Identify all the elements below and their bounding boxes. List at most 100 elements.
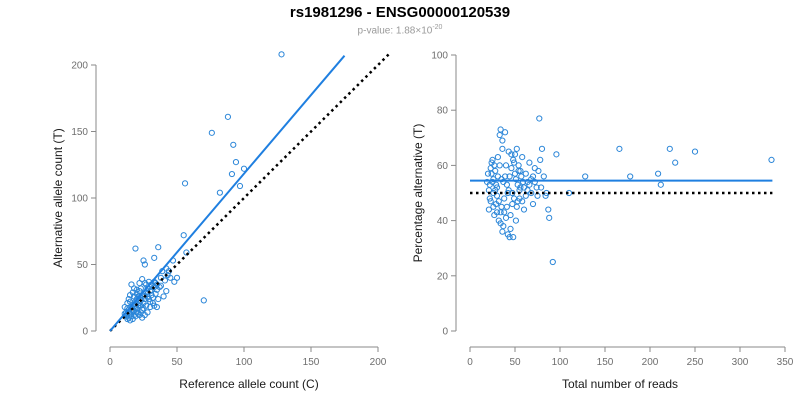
data-point xyxy=(672,159,679,166)
data-point xyxy=(768,156,775,163)
data-point xyxy=(484,178,491,186)
data-point xyxy=(538,145,546,152)
y-tick-label: 100 xyxy=(71,194,88,205)
x-tick-label: 50 xyxy=(509,357,521,368)
y-axis-title: Alternative allele count (T) xyxy=(51,128,65,267)
data-point xyxy=(501,195,508,202)
data-point xyxy=(520,206,528,213)
data-point xyxy=(128,281,135,288)
data-point xyxy=(161,277,169,284)
data-point xyxy=(486,195,493,202)
data-point xyxy=(487,198,494,205)
x-tick-label: 200 xyxy=(370,357,387,368)
data-point xyxy=(167,274,174,281)
data-point xyxy=(497,126,504,133)
data-point xyxy=(487,165,494,172)
data-point xyxy=(180,232,187,239)
y-tick-label: 80 xyxy=(437,106,449,117)
x-axis-title: Reference allele count (C) xyxy=(179,377,318,391)
data-point xyxy=(490,176,497,183)
data-point xyxy=(133,286,140,293)
chart-title: rs1981296 - ENSG00000120539 xyxy=(289,4,511,21)
data-point xyxy=(139,314,146,321)
y-tick-label: 200 xyxy=(71,61,88,72)
data-point xyxy=(537,156,544,163)
reference-line xyxy=(109,53,390,332)
data-point xyxy=(531,165,538,172)
y-tick-label: 100 xyxy=(431,51,448,62)
data-point xyxy=(496,162,503,169)
data-point xyxy=(132,245,139,252)
y-tick-label: 0 xyxy=(442,327,448,338)
data-point xyxy=(496,131,503,139)
y-tick-label: 20 xyxy=(437,271,449,282)
data-point xyxy=(502,173,509,180)
data-point xyxy=(181,180,189,187)
data-point xyxy=(691,148,699,155)
data-point xyxy=(510,156,517,163)
data-point xyxy=(526,159,533,166)
data-point xyxy=(513,145,520,152)
p-value-exponent: -20 xyxy=(432,24,443,31)
data-point xyxy=(121,303,128,311)
data-point xyxy=(236,182,244,190)
data-point xyxy=(493,181,500,188)
data-point xyxy=(535,167,542,175)
data-point xyxy=(502,162,510,169)
data-point xyxy=(153,281,160,288)
data-point xyxy=(504,189,511,197)
data-point xyxy=(230,141,237,148)
x-tick-label: 350 xyxy=(777,357,794,368)
data-point xyxy=(582,173,589,180)
data-point xyxy=(141,261,148,268)
y-tick-label: 40 xyxy=(437,216,449,227)
right-panel: 0 50 100 150 200 250 300 350 0 20 40 60 80 100 Total n… xyxy=(411,51,794,392)
x-tick-label: 0 xyxy=(107,357,113,368)
data-point xyxy=(224,113,232,120)
data-point xyxy=(549,258,556,266)
data-point xyxy=(533,184,540,191)
data-point xyxy=(497,220,504,227)
data-point xyxy=(499,137,506,144)
data-point xyxy=(616,145,623,152)
data-point xyxy=(484,170,492,177)
data-point xyxy=(493,209,501,216)
x-tick-label: 0 xyxy=(467,357,473,368)
data-point xyxy=(499,145,506,152)
data-point xyxy=(540,173,547,180)
x-tick-label: 100 xyxy=(552,357,569,368)
x-tick-label: 150 xyxy=(597,357,614,368)
data-point xyxy=(512,217,520,224)
x-tick-label: 150 xyxy=(303,357,320,368)
data-point xyxy=(160,293,167,300)
data-point xyxy=(240,165,248,172)
y-tick-label: 60 xyxy=(437,161,449,172)
data-point xyxy=(515,167,522,175)
data-point xyxy=(529,173,537,180)
data-point xyxy=(538,184,545,191)
data-point xyxy=(502,214,510,221)
data-point xyxy=(517,184,524,191)
y-axis-title: Percentage alternative (T) xyxy=(411,124,425,263)
x-axis-title: Total number of reads xyxy=(562,377,678,391)
data-point xyxy=(493,192,501,199)
x-tick-label: 300 xyxy=(732,357,749,368)
data-point xyxy=(518,173,525,180)
data-point xyxy=(157,282,165,289)
x-tick-label: 250 xyxy=(687,357,704,368)
data-point xyxy=(494,154,501,161)
data-point xyxy=(508,165,515,172)
data-point xyxy=(200,297,207,304)
data-point xyxy=(506,173,513,180)
data-point xyxy=(228,170,236,178)
data-point xyxy=(666,145,673,152)
chart-subtitle: p-value: 1.88×10-20 xyxy=(0,24,800,36)
fit-line xyxy=(109,55,346,332)
data-point xyxy=(545,206,552,213)
data-point xyxy=(503,181,510,188)
data-point xyxy=(529,200,537,208)
data-point xyxy=(511,151,519,158)
data-point xyxy=(489,156,496,163)
data-point xyxy=(141,280,148,287)
